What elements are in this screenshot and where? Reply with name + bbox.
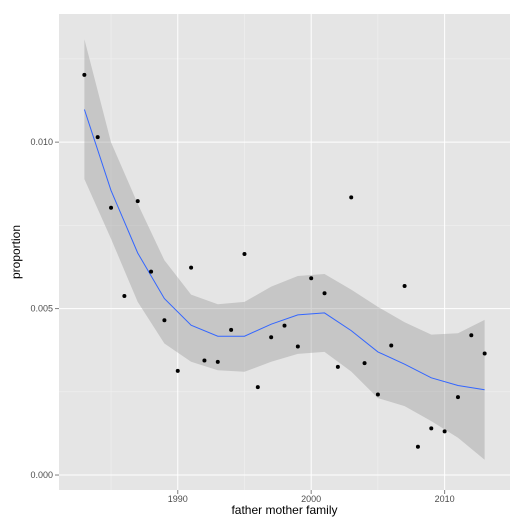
data-point xyxy=(175,368,180,373)
y-tick-label: 0.005 xyxy=(30,304,53,314)
y-axis: 0.000 0.005 0.010 xyxy=(30,137,59,480)
data-point xyxy=(295,344,300,349)
data-point xyxy=(335,364,340,369)
data-point xyxy=(469,333,474,338)
data-point xyxy=(362,361,367,366)
x-tick-label: 2010 xyxy=(435,494,455,504)
plot-panel xyxy=(59,14,510,490)
data-point xyxy=(189,265,194,270)
data-point xyxy=(415,444,420,449)
y-tick-label: 0.010 xyxy=(30,137,53,147)
data-point xyxy=(215,359,220,364)
x-tick-label: 1990 xyxy=(168,494,188,504)
data-point xyxy=(122,293,127,298)
data-point xyxy=(309,276,314,281)
data-point xyxy=(455,395,460,400)
major-gridlines xyxy=(59,14,510,490)
data-point xyxy=(202,358,207,363)
data-point xyxy=(255,385,260,390)
x-axis: 1990 2000 2010 xyxy=(168,490,455,504)
data-point xyxy=(389,343,394,348)
data-point xyxy=(109,205,114,210)
data-point xyxy=(135,199,140,204)
data-point xyxy=(95,135,100,140)
data-point xyxy=(322,291,327,296)
y-tick-label: 0.000 xyxy=(30,470,53,480)
data-points xyxy=(82,72,487,449)
data-point xyxy=(442,429,447,434)
data-point xyxy=(229,327,234,332)
data-point xyxy=(429,426,434,431)
data-point xyxy=(402,283,407,288)
data-point xyxy=(242,251,247,256)
data-point xyxy=(349,195,354,200)
data-point xyxy=(375,392,380,397)
data-point xyxy=(162,318,167,323)
data-point xyxy=(82,72,87,77)
x-axis-title: father mother family xyxy=(231,503,337,517)
data-point xyxy=(269,335,274,340)
x-tick-label: 2000 xyxy=(301,494,321,504)
data-point xyxy=(149,269,154,274)
data-point xyxy=(282,323,287,328)
smooth-line xyxy=(83,109,485,391)
y-axis-title: proportion xyxy=(9,225,23,279)
data-point xyxy=(482,351,487,356)
